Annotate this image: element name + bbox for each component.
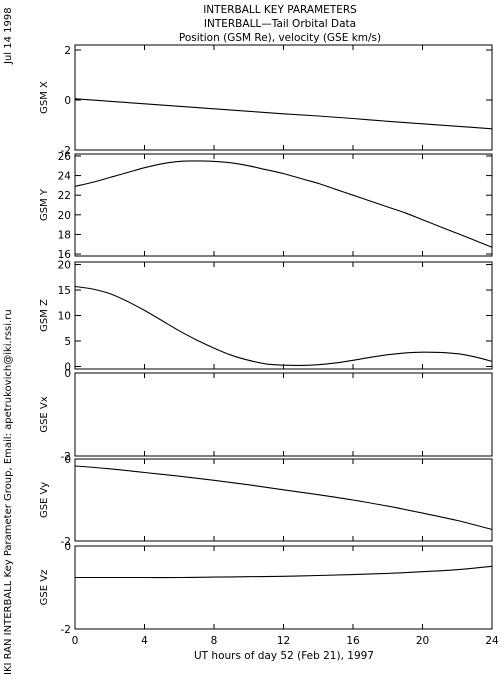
x-tick-label: 12 — [277, 635, 290, 647]
series-line — [74, 465, 493, 531]
panel-frame — [74, 44, 493, 151]
series-line — [74, 160, 493, 248]
panel-2: 0 5 10 15 20 GSM Z — [39, 260, 493, 373]
panel-1: 16 18 20 22 24 26 GSM Y — [39, 151, 493, 261]
panel-0: -2 0 2 GSM X — [39, 44, 493, 157]
title-line-3: Position (GSM Re), velocity (GSE km/s) — [179, 32, 381, 44]
y-tick-label: 0 — [64, 368, 71, 380]
y-tick-label: 0 — [64, 454, 71, 466]
y-tick-label: 24 — [58, 171, 72, 183]
y-tick-label: -2 — [61, 451, 71, 463]
x-tick-label: 4 — [141, 635, 148, 647]
y-tick-label: 22 — [58, 190, 71, 202]
side-date: Jul 14 1998 — [3, 7, 14, 65]
title-line-1: INTERBALL KEY PARAMETERS — [203, 4, 357, 16]
x-tick-label: 24 — [485, 635, 499, 647]
panel-frame — [74, 545, 493, 630]
y-axis-label: GSM X — [39, 81, 50, 114]
series-line — [74, 285, 493, 366]
x-axis: 0 4 8 12 16 20 24 — [72, 635, 499, 647]
panel-5: -2 0 GSE Vz — [39, 541, 493, 636]
y-tick-label: 0 — [64, 541, 71, 553]
y-tick-label: -2 — [61, 145, 71, 157]
y-tick-label: -2 — [61, 536, 71, 548]
title-line-2: INTERBALL—Tail Orbital Data — [204, 18, 356, 30]
y-tick-label: -2 — [61, 624, 71, 636]
x-axis-label: UT hours of day 52 (Feb 21), 1997 — [194, 650, 374, 662]
y-axis-label: GSE Vz — [39, 570, 50, 606]
y-tick-label: 26 — [58, 151, 72, 163]
y-axis-label: GSE Vy — [39, 482, 50, 518]
y-axis-label: GSM Z — [39, 299, 50, 332]
y-tick-label: 20 — [58, 210, 71, 222]
x-tick-label: 8 — [211, 635, 218, 647]
series-line — [74, 565, 493, 579]
y-tick-label: 5 — [64, 336, 71, 348]
y-tick-label: 2 — [64, 45, 71, 57]
y-tick-label: 0 — [64, 361, 71, 373]
panel-frame — [74, 372, 493, 457]
x-tick-label: 20 — [416, 635, 429, 647]
x-tick-label: 0 — [72, 635, 79, 647]
y-axis-label: GSE Vx — [39, 396, 50, 432]
series-line — [74, 98, 493, 130]
figure-title: INTERBALL KEY PARAMETERS INTERBALL—Tail … — [179, 4, 381, 44]
panel-frame — [74, 261, 493, 370]
y-axis-label: GSM Y — [39, 188, 50, 221]
y-tick-label: 0 — [64, 95, 71, 107]
y-tick-label: 10 — [58, 311, 71, 323]
y-tick-label: 15 — [58, 285, 71, 297]
x-tick-label: 16 — [346, 635, 360, 647]
y-tick-label: 16 — [58, 249, 72, 261]
y-tick-label: 20 — [58, 260, 71, 272]
side-credit: IKI RAN INTERBALL Key Parameter Group, E… — [3, 309, 14, 675]
y-tick-label: 18 — [58, 229, 71, 241]
